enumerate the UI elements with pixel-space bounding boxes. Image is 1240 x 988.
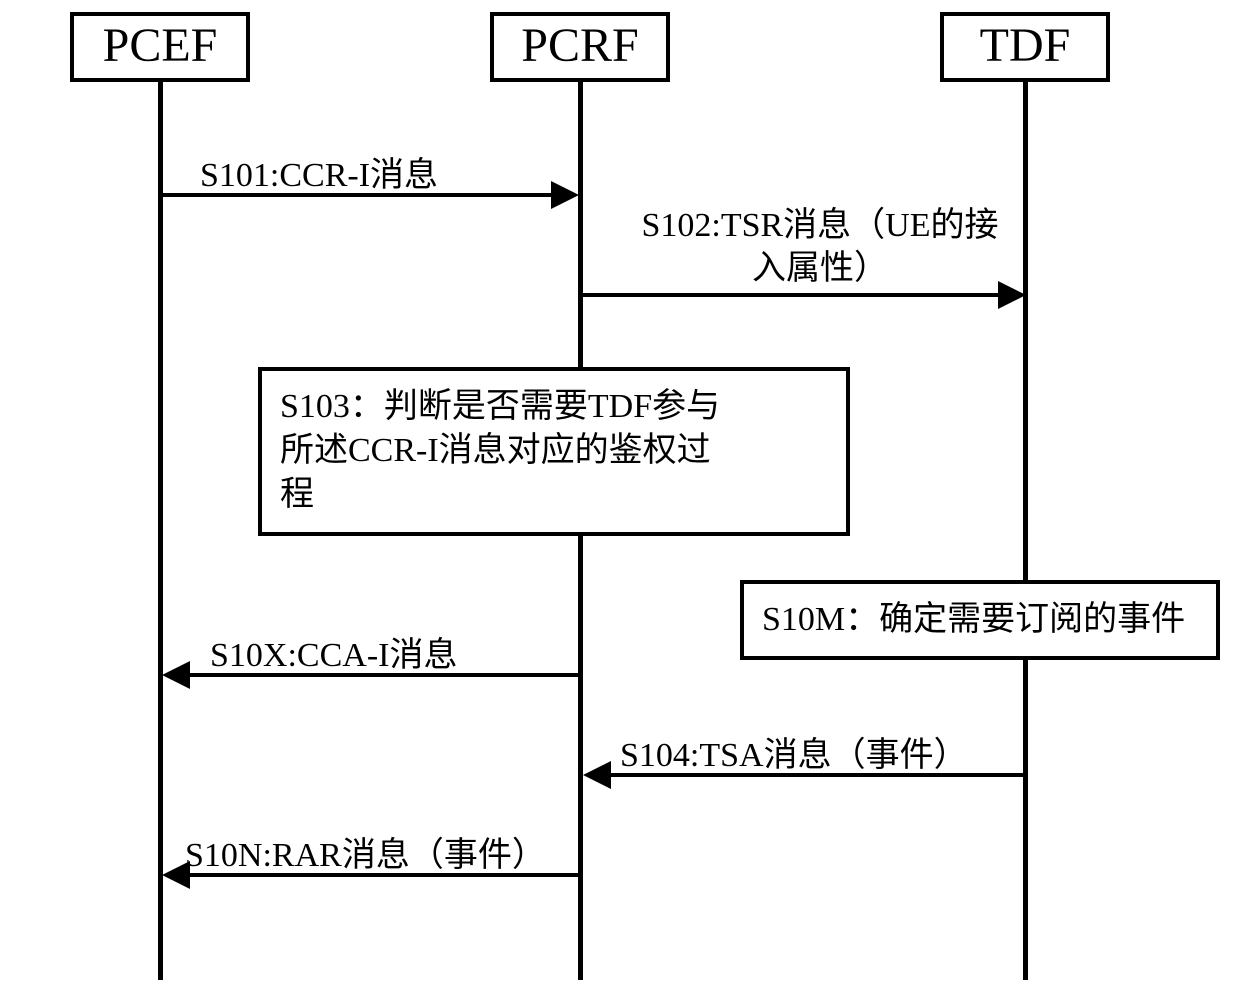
message-s10x-arrow-icon (162, 661, 190, 689)
lifeline-pcef (158, 80, 163, 980)
message-s101-label: S101:CCR-I消息 (200, 155, 438, 198)
message-s104-label: S104:TSA消息（事件） (620, 735, 968, 778)
message-s10x-label: S10X:CCA-I消息 (210, 635, 457, 678)
message-s104-arrow-icon (583, 761, 611, 789)
note-s10m-text: S10M：确定需要订阅的事件 (762, 598, 1198, 642)
participant-tdf: TDF (940, 12, 1110, 82)
message-s102-label-line2: 入属性） (752, 250, 888, 287)
note-s10m: S10M：确定需要订阅的事件 (740, 580, 1220, 660)
note-s103: S103：判断是否需要TDF参与 所述CCR-I消息对应的鉴权过 程 (258, 367, 850, 536)
sequence-diagram: PCEF PCRF TDF S101:CCR-I消息 S102:TSR消息（UE… (0, 0, 1240, 988)
participant-pcrf-label: PCRF (521, 19, 638, 72)
participant-pcef-label: PCEF (103, 19, 218, 72)
lifeline-tdf (1023, 80, 1028, 980)
message-s101-arrow-icon (551, 181, 579, 209)
participant-pcef: PCEF (70, 12, 250, 82)
participant-tdf-label: TDF (980, 19, 1071, 72)
message-s10n-label: S10N:RAR消息（事件） (185, 835, 546, 878)
participant-pcrf: PCRF (490, 12, 670, 82)
message-s102-label: S102:TSR消息（UE的接 入属性） (620, 205, 1020, 290)
message-s102-line (583, 293, 998, 297)
message-s102-label-line1: S102:TSR消息（UE的接 (641, 207, 998, 244)
note-s103-text: S103：判断是否需要TDF参与 所述CCR-I消息对应的鉴权过 程 (280, 385, 828, 518)
